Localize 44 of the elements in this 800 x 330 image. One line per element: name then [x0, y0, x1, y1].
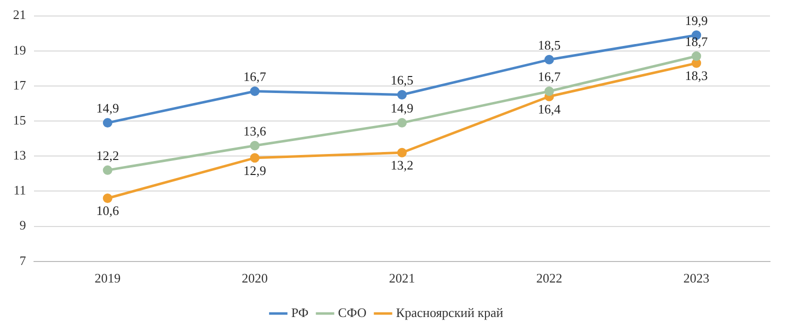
x-tick-label: 2019	[94, 270, 121, 286]
data-label: 18,7	[685, 34, 708, 50]
point	[692, 58, 702, 68]
point	[397, 90, 407, 100]
x-tick-label: 2022	[536, 270, 562, 286]
point	[397, 118, 407, 128]
data-label: 19,9	[685, 13, 708, 28]
data-label: 12,9	[243, 162, 266, 178]
legend-label: СФО	[338, 304, 367, 320]
y-tick-label: 21	[13, 7, 26, 22]
y-tick-label: 19	[13, 42, 26, 58]
point	[102, 118, 112, 128]
y-tick-label: 13	[13, 148, 26, 163]
point	[692, 51, 702, 61]
point	[544, 54, 554, 64]
y-tick-label: 17	[13, 77, 26, 92]
data-label: 14,9	[390, 100, 414, 116]
data-label: 16,7	[538, 69, 562, 84]
data-label: 14,9	[96, 100, 119, 116]
data-label: 16,5	[390, 72, 414, 88]
data-label: 16,7	[243, 69, 267, 84]
data-label: 18,3	[685, 68, 708, 84]
y-tick-label: 11	[13, 182, 26, 198]
y-tick-label: 15	[13, 112, 26, 128]
point	[397, 148, 407, 158]
y-tick-label: 9	[20, 218, 26, 233]
point	[250, 153, 260, 163]
point	[102, 193, 112, 203]
data-label: 12,2	[96, 148, 119, 164]
point	[544, 86, 554, 96]
point	[250, 140, 260, 150]
point	[102, 165, 112, 175]
x-tick-label: 2023	[683, 270, 710, 286]
data-label: 10,6	[96, 203, 120, 218]
point	[250, 86, 260, 96]
data-label: 13,2	[390, 158, 414, 173]
x-tick-label: 2020	[242, 270, 268, 286]
x-tick-label: 2021	[389, 270, 415, 286]
data-label: 13,6	[243, 124, 267, 139]
legend-label: Красноярский край	[396, 304, 504, 320]
legend-label: РФ	[291, 304, 309, 320]
y-tick-label: 7	[20, 252, 26, 268]
data-label: 18,5	[538, 38, 561, 53]
data-label: 16,4	[538, 101, 562, 116]
